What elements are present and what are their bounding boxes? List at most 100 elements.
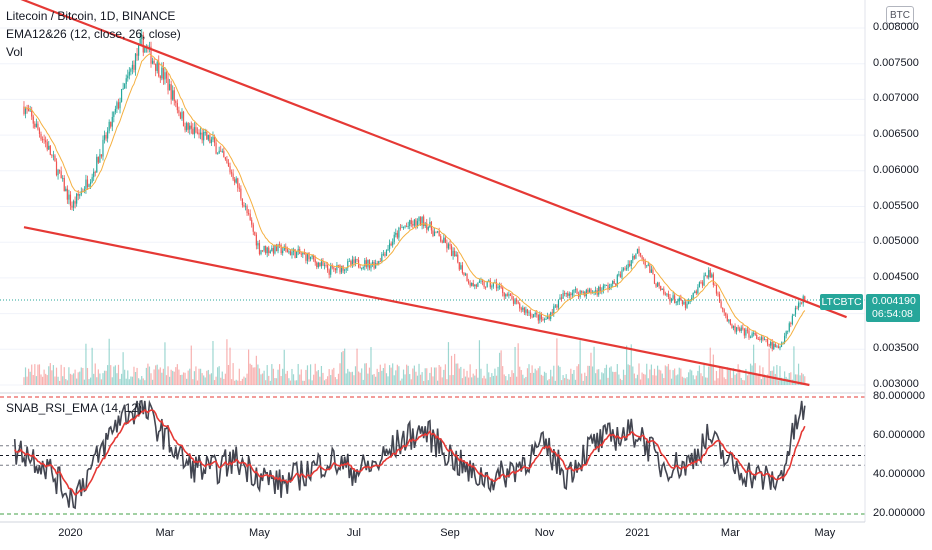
candle-body	[455, 254, 457, 257]
volume-bar	[550, 369, 552, 385]
volume-bar	[588, 365, 591, 385]
volume-bar	[260, 374, 262, 385]
volume-bar	[656, 365, 659, 385]
volume-bar	[593, 346, 595, 385]
volume-bar	[333, 367, 335, 385]
volume-bar	[508, 374, 510, 385]
candle-body	[176, 102, 178, 111]
candle-body	[162, 67, 165, 80]
candle-body	[703, 275, 705, 286]
volume-bar	[176, 364, 178, 385]
volume-bar	[406, 364, 408, 385]
volume-bar	[460, 366, 462, 385]
volume-bar	[612, 371, 614, 385]
volume-bar	[155, 365, 157, 385]
volume-bar	[481, 378, 484, 385]
candle-body	[289, 251, 292, 256]
candle-body	[237, 178, 239, 188]
volume-bar	[93, 373, 95, 385]
candle-body	[110, 121, 112, 127]
volume-bar	[384, 363, 386, 385]
x-tick-label: Mar	[155, 527, 175, 539]
candle-body	[485, 286, 487, 288]
candle-body	[574, 289, 577, 290]
volume-bar	[387, 376, 389, 385]
candle-body	[46, 142, 48, 150]
candle-body	[102, 139, 104, 157]
price-tick-label: 0.004500	[873, 270, 919, 283]
candle-body	[388, 243, 391, 250]
volume-bar	[416, 375, 419, 385]
volume-bar	[122, 352, 124, 385]
volume-bar	[703, 363, 705, 385]
volume-bar	[567, 378, 569, 385]
candle-body	[619, 274, 622, 278]
candle-body	[336, 264, 338, 271]
candle-body	[626, 268, 628, 270]
x-tick-label: 2021	[625, 527, 650, 539]
candle-body	[291, 251, 293, 256]
candle-body	[486, 281, 488, 288]
volume-bar	[638, 363, 640, 385]
candle-body	[248, 213, 250, 214]
candle-body	[325, 264, 327, 266]
volume-bar	[371, 374, 374, 385]
volume-bar	[35, 376, 37, 385]
trendline	[23, 226, 810, 387]
candle-body	[433, 231, 436, 237]
volume-bar	[289, 380, 292, 385]
volume-bar	[162, 368, 165, 385]
volume-bar	[370, 347, 372, 385]
candle-body	[38, 129, 41, 134]
volume-bar	[311, 380, 313, 385]
volume-bar	[516, 376, 518, 385]
candle-body	[354, 259, 357, 264]
candle-body	[477, 282, 479, 287]
volume-bar	[449, 375, 451, 385]
volume-bar	[60, 364, 62, 385]
candle-body	[674, 295, 676, 303]
volume-bar	[325, 378, 327, 385]
candle-body	[28, 108, 30, 112]
candle-body	[497, 286, 499, 289]
volume-bar	[89, 377, 92, 385]
volume-bar	[712, 354, 714, 385]
candle-body	[127, 75, 129, 79]
candle-body	[629, 263, 631, 267]
volume-bar	[667, 363, 670, 385]
volume-bar	[488, 372, 490, 385]
volume-bar	[385, 373, 388, 385]
volume-bar	[780, 377, 783, 385]
candle-body	[390, 243, 392, 246]
volume-bar	[147, 363, 149, 385]
candle-body	[480, 280, 482, 282]
candle-body	[367, 260, 369, 267]
volume-bar	[491, 373, 493, 385]
candle-body	[235, 178, 237, 183]
volume-bar	[392, 363, 394, 385]
volume-bar	[447, 342, 450, 385]
volume-bar	[581, 373, 583, 385]
volume-bar	[357, 371, 360, 385]
volume-bar	[708, 366, 710, 385]
volume-bar	[302, 380, 304, 385]
volume-bar	[348, 371, 350, 385]
currency-badge[interactable]: BTC	[886, 6, 914, 24]
candle-body	[718, 294, 721, 302]
volume-bar	[278, 364, 281, 385]
price-tick-label: 0.007500	[873, 56, 919, 69]
candle-body	[296, 251, 298, 259]
candle-body	[396, 232, 398, 238]
candle-body	[599, 286, 601, 291]
volume-bar	[111, 377, 113, 385]
volume-bar	[261, 373, 264, 385]
candle-body	[272, 248, 274, 254]
volume-bar	[282, 368, 284, 385]
candle-body	[726, 315, 728, 322]
volume-bar	[802, 374, 804, 385]
candle-body	[63, 177, 65, 192]
volume-bar	[472, 373, 474, 385]
candle-body	[156, 61, 158, 71]
volume-bar	[359, 372, 361, 385]
candle-body	[384, 253, 386, 256]
